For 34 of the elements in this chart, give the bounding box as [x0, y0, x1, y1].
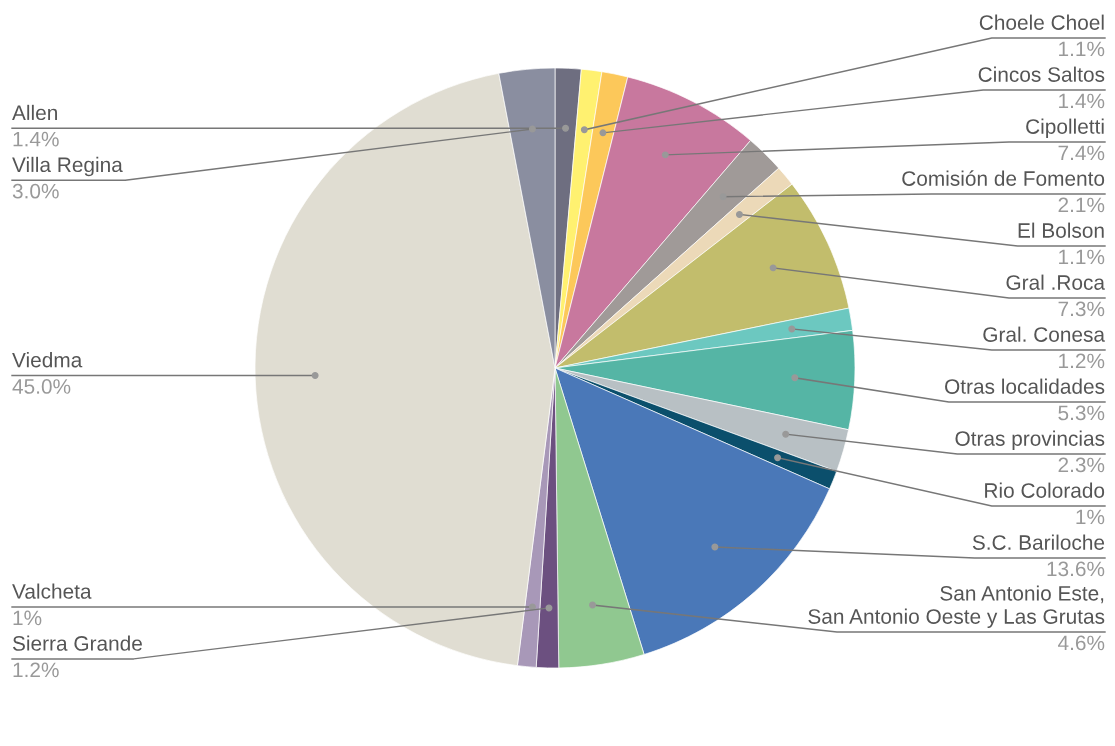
data-label: 4.6%: [1057, 635, 1105, 651]
slice-label: Otras provincias: [955, 430, 1105, 450]
slice-label: Rio Colorado: [985, 482, 1105, 498]
data-label: 1.1%: [1059, 41, 1105, 57]
data-label: 1.4%: [1059, 93, 1105, 109]
data-label: 5.3%: [1058, 405, 1105, 421]
slice-label: El Bolson: [1018, 222, 1104, 238]
data-label: 1%: [1076, 509, 1105, 525]
slice-label: Allen: [12, 104, 57, 121]
slice-label: Gral .Roca: [1006, 274, 1105, 290]
slice-label: Sierra Grande: [12, 635, 142, 651]
slice-label: Comisión de Fomento: [902, 170, 1105, 186]
data-label: 45.0%: [12, 379, 71, 394]
slice-label: Valcheta: [12, 583, 92, 599]
data-label: 1.4%: [13, 131, 59, 147]
slice-label: Choele Choel: [979, 14, 1104, 30]
slice-label: Cipolletti: [1026, 118, 1104, 138]
data-label: 1.2%: [13, 662, 59, 678]
slice-label: Viedma: [12, 352, 83, 368]
slice-label: San Antonio Este, San Antonio Oeste y Las Grutas: [808, 585, 1105, 628]
slice-label: Cincos Saltos: [978, 66, 1105, 82]
slice-label: S.C. Bariloche: [972, 534, 1105, 550]
data-label: 7.4%: [1058, 145, 1105, 161]
data-label: 2.3%: [1058, 457, 1105, 473]
data-label: 3.0%: [12, 183, 59, 199]
slice-label: Otras localidades: [945, 378, 1105, 394]
data-label: 7.3%: [1058, 301, 1105, 317]
data-label: 1.2%: [1059, 353, 1105, 369]
data-label: 1.1%: [1059, 249, 1105, 265]
slice-label: Gral. Conesa: [983, 326, 1106, 342]
data-label: 1%: [13, 610, 42, 626]
slice-label: Villa Regina: [12, 156, 123, 177]
data-label: 2.1%: [1058, 197, 1105, 213]
data-label: 13.6%: [1047, 561, 1105, 577]
